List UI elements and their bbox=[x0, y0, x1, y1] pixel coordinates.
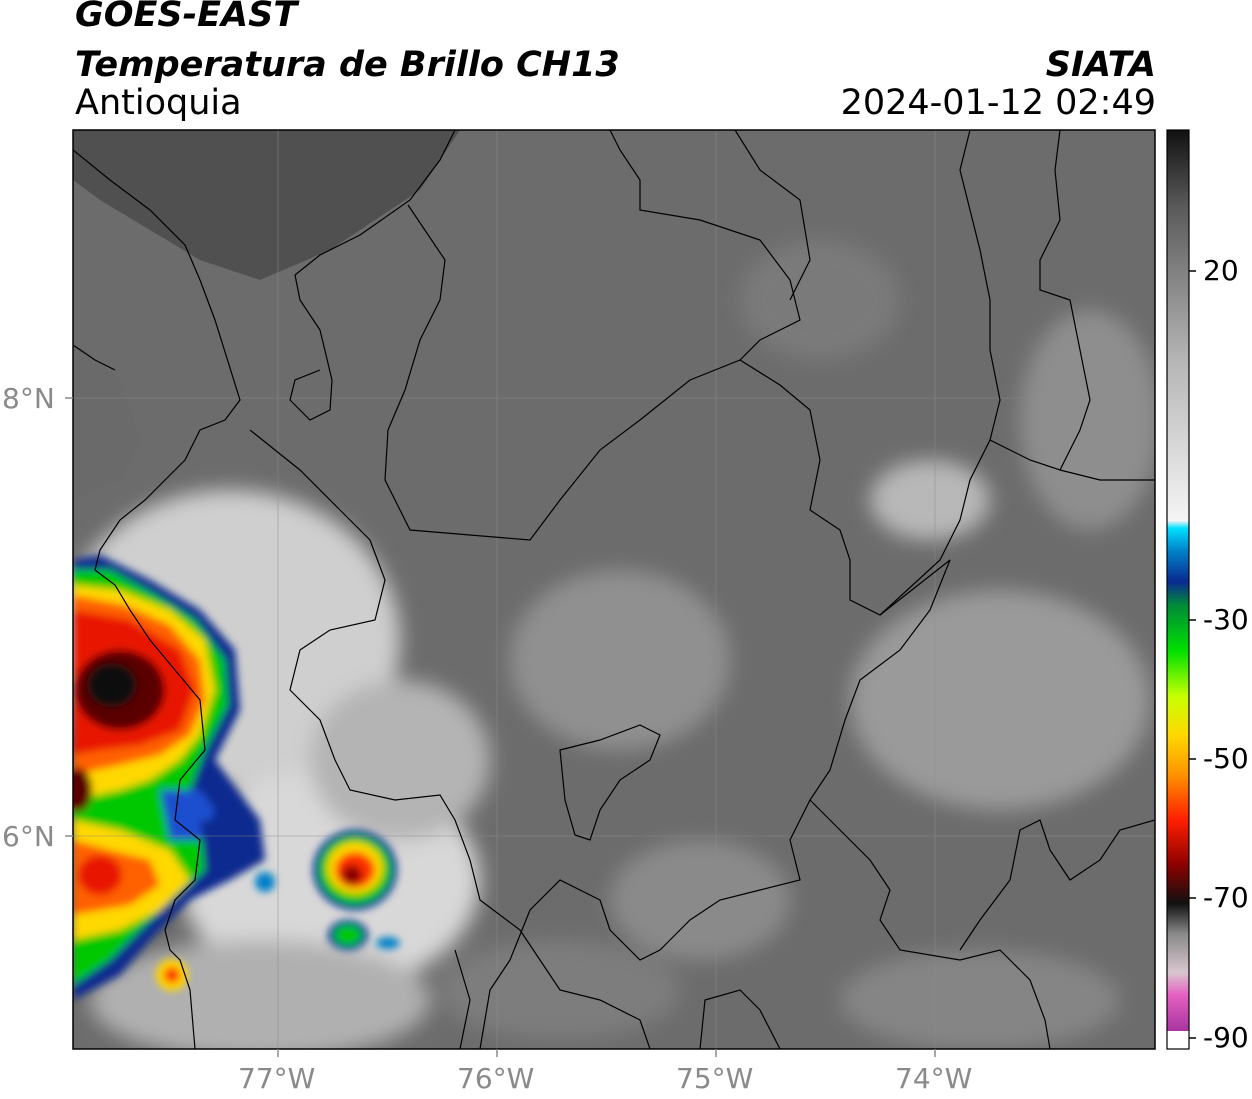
product-title: Temperatura de Brillo CH13 bbox=[75, 45, 620, 85]
colorbar-tick-marks bbox=[1189, 270, 1196, 1039]
border-cordoba bbox=[384, 130, 801, 541]
colorbar-tick-label: 20 bbox=[1203, 254, 1239, 287]
border-medellin bbox=[559, 724, 661, 841]
x-tick-label: 74°W bbox=[895, 1062, 973, 1095]
border-bolivar bbox=[739, 359, 951, 616]
caribbean-sea bbox=[73, 130, 460, 280]
colorbar-tick-label: -70 bbox=[1203, 881, 1249, 914]
x-tick-label: 76°W bbox=[457, 1062, 535, 1095]
axis-tick-marks bbox=[65, 397, 936, 1057]
convective-cell-east bbox=[313, 830, 400, 950]
map-frame bbox=[72, 129, 1156, 1050]
x-tick-label: 75°W bbox=[676, 1062, 754, 1095]
convective-cell-west bbox=[73, 555, 275, 1000]
y-tick-label: 6°N bbox=[2, 820, 55, 853]
border-caldas bbox=[479, 559, 951, 1049]
map-imagery bbox=[73, 130, 1155, 1049]
colorbar-tick-label: -50 bbox=[1203, 742, 1249, 775]
border-santander bbox=[879, 130, 1001, 616]
colorbar-frame bbox=[1166, 129, 1190, 1050]
colorbar bbox=[1166, 129, 1196, 1050]
colorbar-fill bbox=[1167, 130, 1189, 1049]
colorbar-tick-label: -90 bbox=[1203, 1021, 1249, 1054]
borders bbox=[73, 130, 1155, 1049]
datetime-label: 2024-01-12 02:49 bbox=[840, 83, 1156, 123]
region-label: Antioquia bbox=[75, 83, 242, 123]
coastline-pacific bbox=[73, 149, 241, 1049]
x-tick-label: 77°W bbox=[238, 1062, 316, 1095]
border-choco bbox=[249, 429, 651, 1049]
graticule bbox=[73, 130, 1155, 1049]
colorbar-extend-low bbox=[1167, 1031, 1189, 1049]
y-tick-label: 8°N bbox=[2, 382, 55, 415]
agency-label: SIATA bbox=[1045, 45, 1156, 85]
colorbar-tick-label: -30 bbox=[1203, 603, 1249, 636]
satellite-title: GOES-EAST bbox=[75, 0, 298, 35]
coastline-uraba bbox=[289, 130, 456, 421]
